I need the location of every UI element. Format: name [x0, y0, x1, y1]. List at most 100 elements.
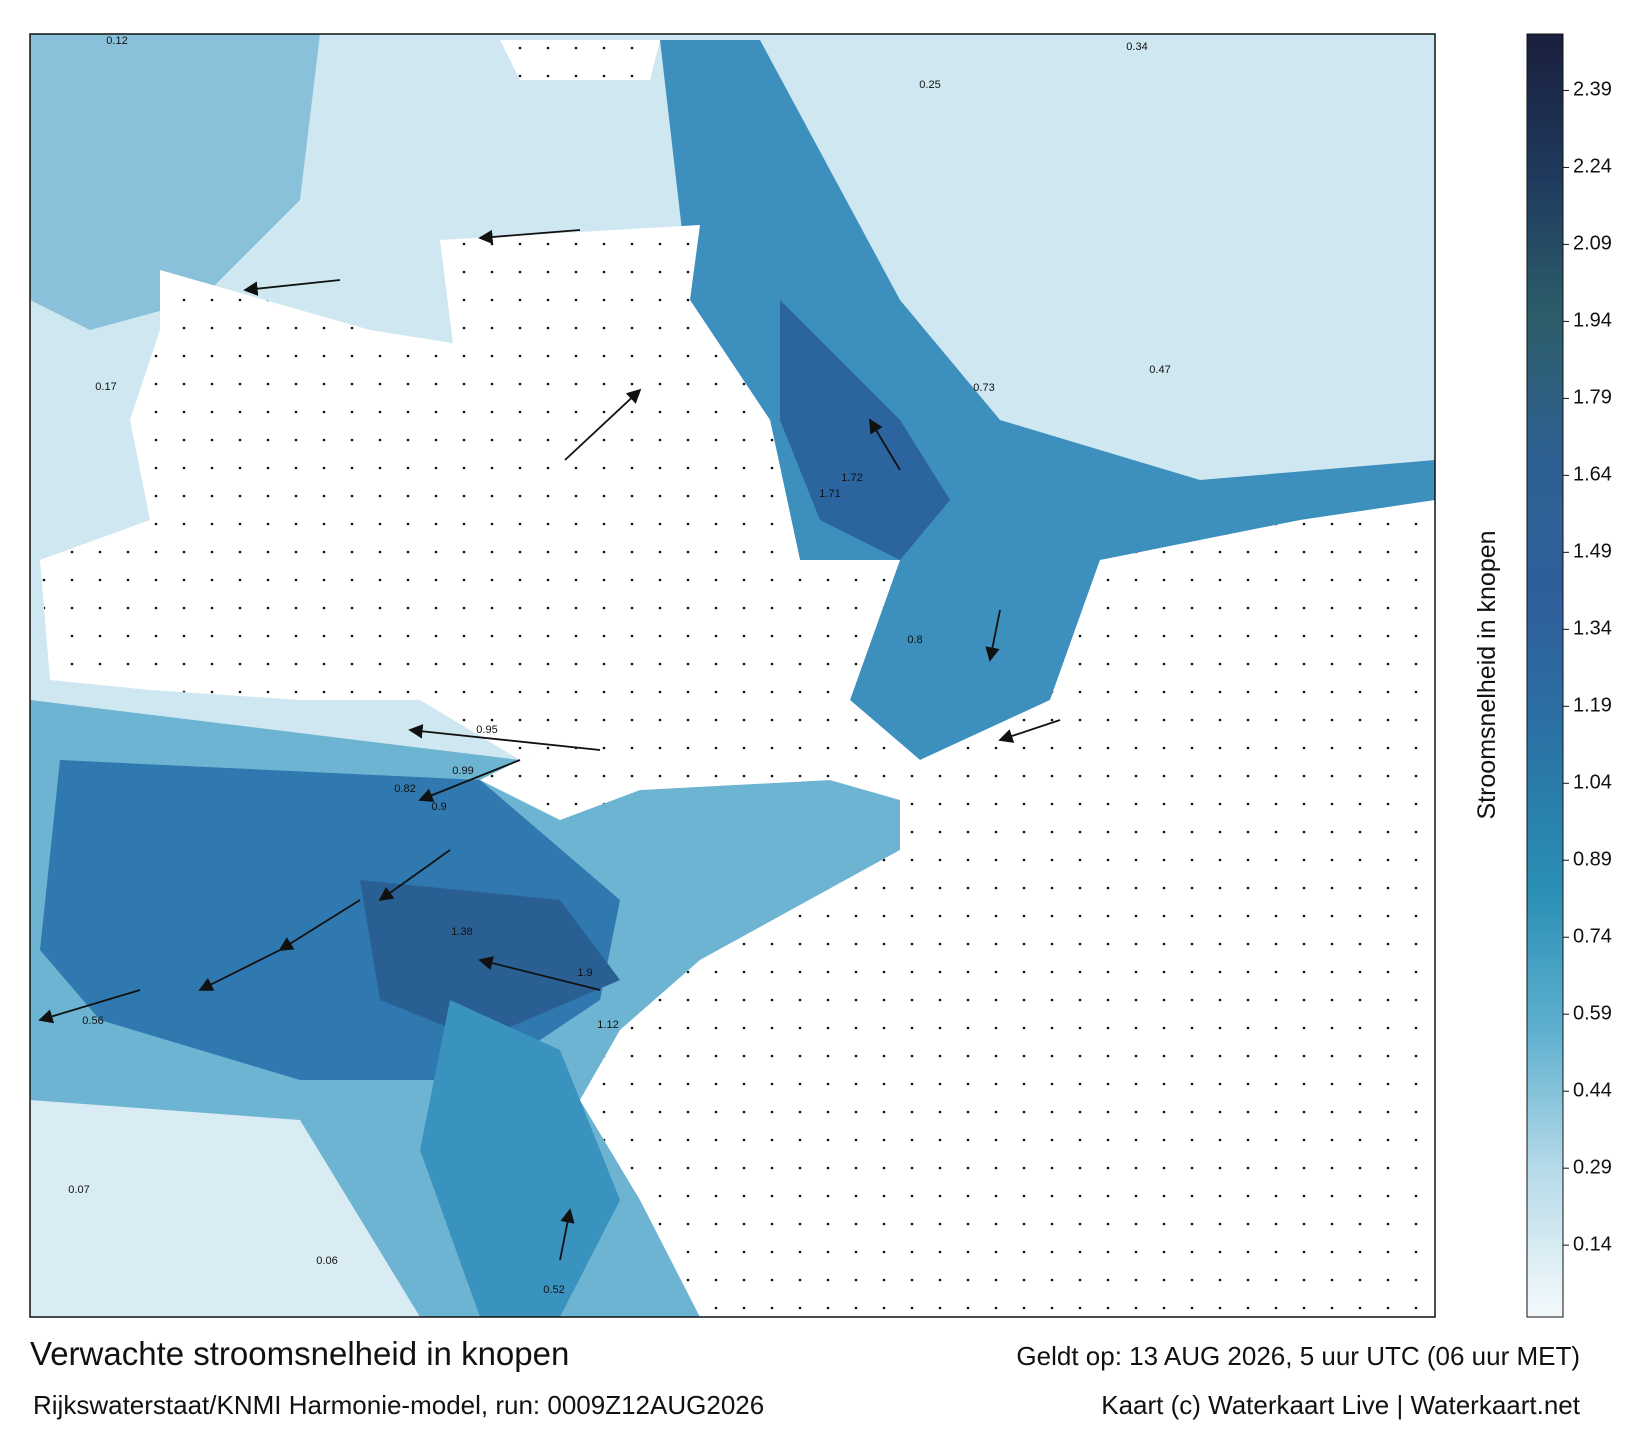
grid-dot [238, 382, 242, 386]
grid-dot [854, 774, 858, 778]
grid-dot [154, 522, 158, 526]
grid-dot [658, 326, 662, 330]
grid-dot [910, 1250, 914, 1254]
grid-dot [406, 634, 410, 638]
grid-dot [322, 410, 326, 414]
grid-dot [42, 578, 46, 582]
grid-dot [1134, 1110, 1138, 1114]
grid-dot [546, 466, 550, 470]
grid-dot [1078, 914, 1082, 918]
grid-dot [910, 1138, 914, 1142]
grid-dot [574, 690, 578, 694]
grid-dot [1190, 1054, 1194, 1058]
grid-dot [910, 774, 914, 778]
grid-dot [574, 634, 578, 638]
grid-dot [714, 438, 718, 442]
grid-dot [910, 830, 914, 834]
grid-dot [1218, 746, 1222, 750]
grid-dot [798, 634, 802, 638]
grid-dot [546, 746, 550, 750]
grid-dot [1106, 1278, 1110, 1282]
grid-dot [1246, 746, 1250, 750]
grid-dot [546, 606, 550, 610]
grid-dot [686, 522, 690, 526]
grid-dot [770, 1306, 774, 1310]
grid-dot [714, 718, 718, 722]
grid-dot [1078, 1222, 1082, 1226]
grid-dot [1274, 802, 1278, 806]
grid-dot [882, 1054, 886, 1058]
grid-dot [434, 690, 438, 694]
grid-dot [1358, 914, 1362, 918]
grid-dot [462, 662, 466, 666]
grid-dot [714, 662, 718, 666]
grid-dot [826, 1166, 830, 1170]
grid-dot [574, 578, 578, 582]
grid-dot [406, 466, 410, 470]
grid-dot [1414, 886, 1418, 890]
grid-dot [1218, 970, 1222, 974]
grid-dot [1162, 1082, 1166, 1086]
grid-dot [630, 1110, 634, 1114]
grid-dot [1190, 1138, 1194, 1142]
grid-dot [1134, 746, 1138, 750]
grid-dot [1246, 1110, 1250, 1114]
grid-dot [518, 578, 522, 582]
grid-dot [1246, 886, 1250, 890]
grid-dot [1302, 942, 1306, 946]
grid-dot [826, 1082, 830, 1086]
grid-dot [1302, 914, 1306, 918]
grid-dot [714, 1138, 718, 1142]
grid-dot [910, 1194, 914, 1198]
grid-dot [490, 298, 494, 302]
grid-dot [182, 354, 186, 358]
grid-dot [798, 718, 802, 722]
grid-dot [1134, 1278, 1138, 1282]
grid-dot [1358, 1082, 1362, 1086]
grid-dot [1358, 606, 1362, 610]
grid-dot [154, 550, 158, 554]
grid-dot [686, 270, 690, 274]
grid-dot [994, 998, 998, 1002]
grid-dot [406, 550, 410, 554]
grid-dot [406, 438, 410, 442]
grid-dot [630, 46, 634, 50]
grid-dot [294, 494, 298, 498]
grid-dot [1274, 550, 1278, 554]
grid-dot [1050, 1222, 1054, 1226]
grid-dot [1386, 774, 1390, 778]
grid-dot [1358, 970, 1362, 974]
grid-dot [910, 1166, 914, 1170]
grid-dot [1358, 1250, 1362, 1254]
grid-dot [854, 1306, 858, 1310]
grid-dot [1330, 886, 1334, 890]
grid-dot [1274, 1054, 1278, 1058]
grid-dot [1246, 830, 1250, 834]
grid-dot [294, 550, 298, 554]
title: Verwachte stroomsnelheid in knopen [30, 1335, 569, 1372]
grid-dot [1246, 606, 1250, 610]
grid-dot [798, 606, 802, 610]
grid-dot [546, 662, 550, 666]
grid-dot [658, 578, 662, 582]
grid-dot [1330, 1110, 1334, 1114]
grid-dot [546, 74, 550, 78]
grid-dot [742, 634, 746, 638]
grid-dot [854, 886, 858, 890]
grid-dot [1162, 1166, 1166, 1170]
grid-dot [518, 718, 522, 722]
grid-dot [686, 1166, 690, 1170]
grid-dot [826, 746, 830, 750]
grid-dot [238, 690, 242, 694]
grid-dot [1330, 1278, 1334, 1282]
grid-dot [294, 466, 298, 470]
colorbar-label: Stroomsnelheid in knopen [1473, 530, 1501, 819]
grid-dot [210, 410, 214, 414]
grid-dot [1218, 550, 1222, 554]
grid-dot [1246, 998, 1250, 1002]
grid-dot [1330, 1054, 1334, 1058]
grid-dot [1134, 774, 1138, 778]
grid-dot [742, 550, 746, 554]
grid-dot [1022, 718, 1026, 722]
grid-dot [1190, 774, 1194, 778]
